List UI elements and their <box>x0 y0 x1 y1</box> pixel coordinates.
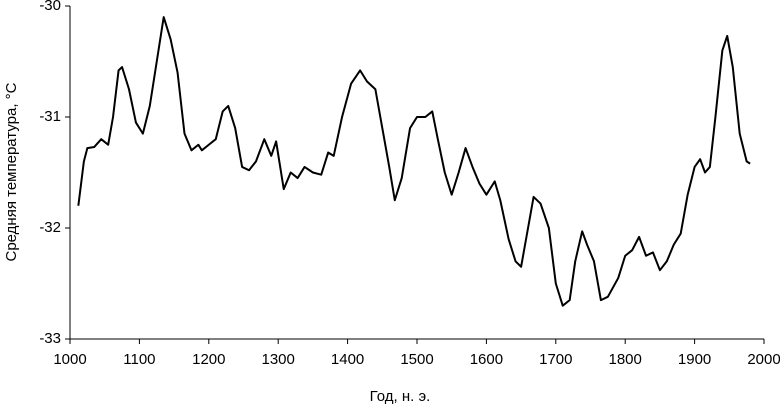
y-tick-label: -31 <box>39 108 61 125</box>
x-tick-label: 1800 <box>609 351 642 368</box>
x-tick-label: 1600 <box>470 351 503 368</box>
x-tick-label: 1200 <box>192 351 225 368</box>
x-tick-label: 1900 <box>678 351 711 368</box>
x-tick-label: 1500 <box>400 351 433 368</box>
x-tick-label: 2000 <box>747 351 780 368</box>
x-tick-label: 1300 <box>262 351 295 368</box>
y-tick-label: -32 <box>39 219 61 236</box>
y-axis-label: Средняя температура, °С <box>3 82 20 261</box>
x-tick-label: 1400 <box>331 351 364 368</box>
y-tick-label: -30 <box>39 0 61 14</box>
x-axis-label: Год, н. э. <box>370 388 431 405</box>
x-tick-label: 1100 <box>123 351 155 368</box>
x-tick-label: 1000 <box>53 351 86 368</box>
y-tick-label: -33 <box>39 330 61 347</box>
line-series <box>77 16 751 307</box>
x-tick-label: 1700 <box>539 351 572 368</box>
